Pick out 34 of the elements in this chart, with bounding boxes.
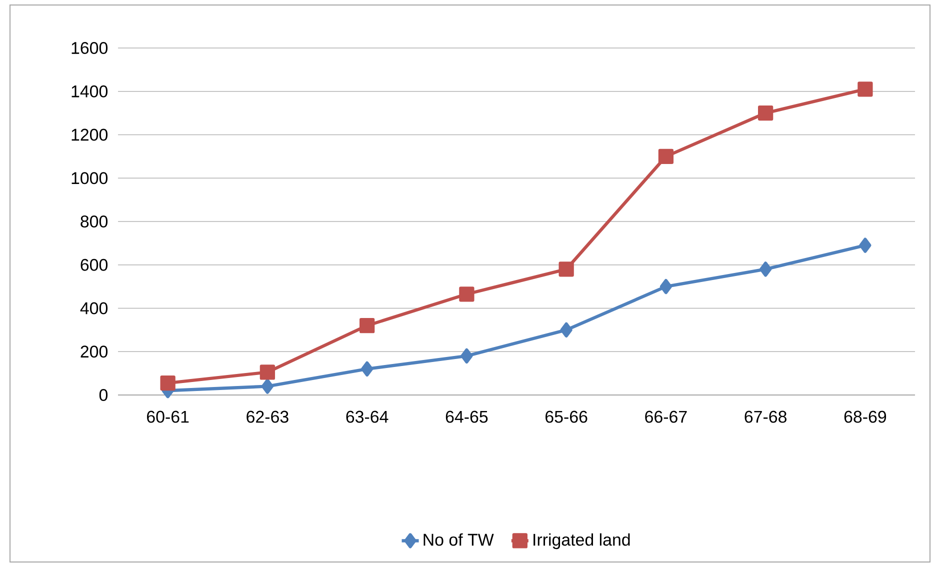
x-tick-label: 60-61 (147, 410, 189, 423)
x-tick-label: 64-65 (446, 410, 488, 423)
x-tick-label: 62-63 (246, 410, 288, 423)
point (261, 378, 274, 394)
y-tick-label: 1400 (72, 85, 108, 98)
x-tick-label: 68-69 (844, 410, 886, 423)
point (459, 286, 474, 302)
x-tick-label: 63-64 (346, 410, 388, 423)
x-tick-label: 65-66 (546, 410, 588, 423)
y-tick-label: 600 (80, 258, 108, 271)
y-tick-label: 400 (80, 302, 108, 314)
legend-label: Irrigated land (534, 533, 630, 550)
point (460, 348, 473, 364)
y-tick-label: 1200 (72, 128, 108, 141)
point (759, 262, 772, 277)
y-tick-label: 800 (80, 215, 108, 228)
point (558, 262, 574, 277)
y-tick-label: 0 (99, 388, 108, 401)
x-tick-label: 66-67 (645, 410, 687, 423)
y-tick-label: 1600 (72, 42, 108, 54)
point (260, 364, 276, 380)
legend-label: No of TW (424, 533, 494, 546)
point (858, 82, 873, 97)
point (360, 361, 374, 377)
point (360, 318, 375, 334)
point (758, 105, 774, 121)
point (160, 375, 176, 391)
point (859, 238, 872, 253)
y-tick-label: 1000 (72, 172, 108, 184)
x-tick-label: 67-68 (744, 410, 786, 423)
point (658, 148, 674, 164)
point (660, 278, 672, 294)
point (560, 322, 572, 338)
y-tick-label: 200 (80, 346, 108, 358)
